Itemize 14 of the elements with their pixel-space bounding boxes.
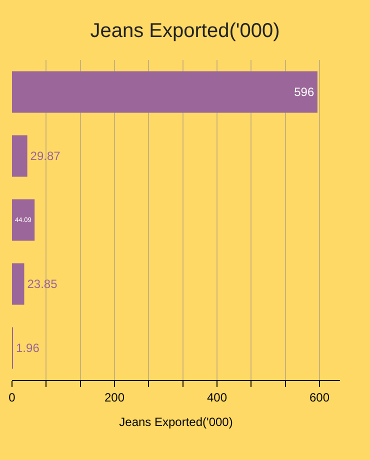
bar bbox=[12, 135, 28, 177]
x-tick-label: 400 bbox=[206, 390, 228, 404]
x-tick-label: 0 bbox=[8, 390, 16, 404]
data-label: 596 bbox=[294, 85, 314, 99]
bar bbox=[12, 263, 24, 305]
chart-title: Jeans Exported('000) bbox=[90, 20, 280, 42]
data-label: 1.96 bbox=[16, 341, 40, 355]
x-axis-title: Jeans Exported('000) bbox=[119, 415, 233, 429]
x-tick-label: 600 bbox=[309, 390, 330, 404]
x-tick-label: 200 bbox=[104, 390, 125, 404]
data-label: 23.85 bbox=[27, 277, 58, 291]
data-label: 29.87 bbox=[30, 149, 61, 163]
bar bbox=[12, 71, 318, 113]
bar bbox=[12, 199, 35, 241]
